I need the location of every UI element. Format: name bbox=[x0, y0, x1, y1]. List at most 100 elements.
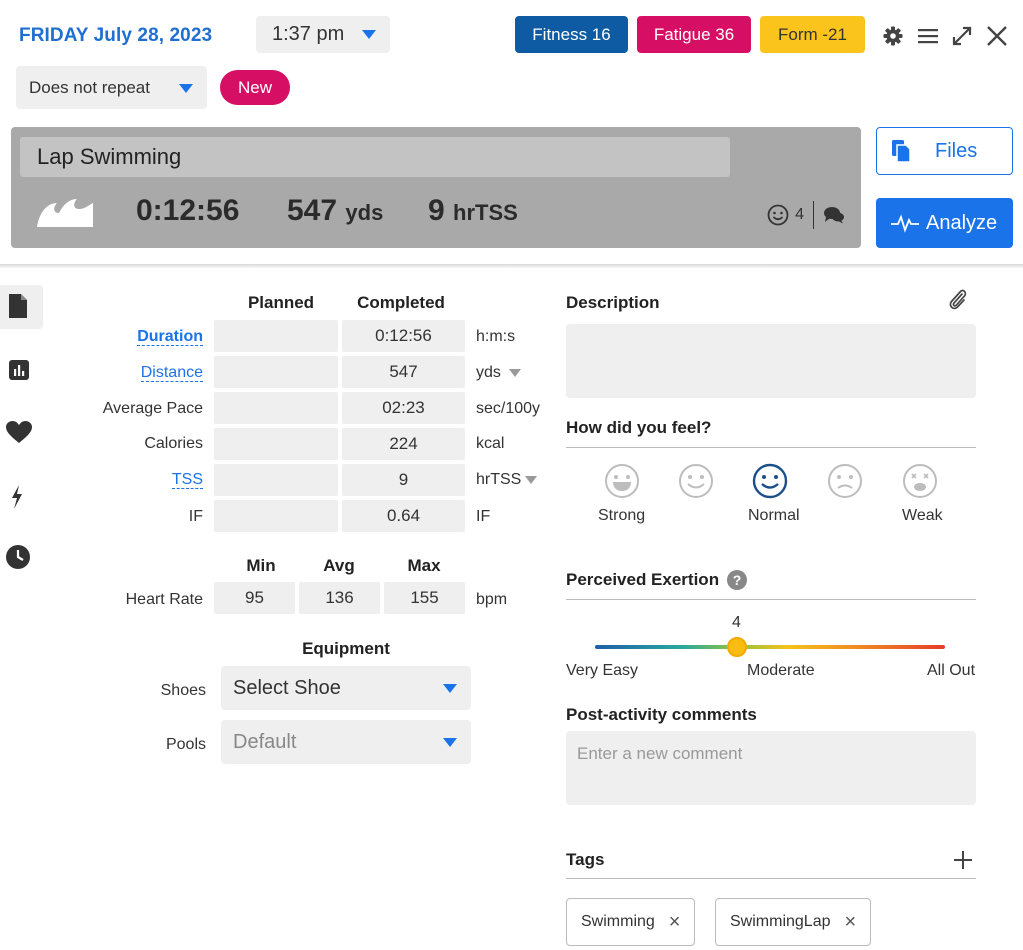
fitness-badge[interactable]: Fitness 16 bbox=[515, 16, 628, 53]
meta-divider bbox=[813, 201, 814, 229]
expand-icon[interactable] bbox=[951, 25, 973, 47]
exertion-slider-thumb[interactable] bbox=[727, 637, 747, 657]
tss-planned-input[interactable] bbox=[214, 464, 338, 496]
remove-tag-icon[interactable]: × bbox=[668, 910, 681, 933]
tags-divider bbox=[566, 878, 976, 879]
feel-title: How did you feel? bbox=[566, 418, 712, 437]
feel-label-normal: Normal bbox=[748, 507, 800, 524]
if-planned-input[interactable] bbox=[214, 500, 338, 532]
distance-completed-input[interactable]: 547 bbox=[342, 356, 465, 388]
add-tag-icon[interactable] bbox=[953, 850, 973, 870]
tag-label: SwimmingLap bbox=[730, 913, 831, 930]
calories-completed-input[interactable]: 224 bbox=[342, 428, 465, 460]
pools-label: Pools bbox=[165, 736, 206, 753]
section-divider bbox=[0, 264, 1023, 268]
tss-completed-input[interactable]: 9 bbox=[342, 464, 465, 496]
smiley-icon[interactable] bbox=[767, 204, 789, 226]
calories-planned-input[interactable] bbox=[214, 428, 338, 460]
if-label: IF bbox=[188, 508, 203, 525]
hr-max-input[interactable]: 155 bbox=[384, 582, 465, 614]
duration-completed-input[interactable]: 0:12:56 bbox=[342, 320, 465, 352]
caret-down-icon bbox=[508, 369, 521, 377]
tss-unit: hrTSS bbox=[453, 200, 518, 225]
comments-icon[interactable] bbox=[823, 206, 845, 224]
analyze-button[interactable]: Analyze bbox=[876, 198, 1013, 248]
workout-title-input[interactable]: Lap Swimming bbox=[20, 137, 730, 177]
very-happy-face-icon[interactable] bbox=[604, 463, 640, 499]
shoes-label: Shoes bbox=[160, 682, 206, 699]
hr-min-input[interactable]: 95 bbox=[214, 582, 295, 614]
form-badge[interactable]: Form -21 bbox=[760, 16, 865, 53]
duration-unit: h:m:s bbox=[476, 328, 516, 345]
repeat-value: Does not repeat bbox=[29, 77, 150, 97]
repeat-select[interactable]: Does not repeat bbox=[16, 66, 207, 109]
chevron-down-icon bbox=[443, 738, 457, 747]
distance-unit-select[interactable]: yds bbox=[476, 364, 521, 382]
exertion-slider-track[interactable] bbox=[595, 645, 945, 649]
close-icon[interactable] bbox=[985, 24, 1009, 48]
if-completed-input[interactable]: 0.64 bbox=[342, 500, 465, 532]
distance-label[interactable]: Distance bbox=[140, 364, 203, 382]
exhausted-face-icon[interactable] bbox=[902, 463, 938, 499]
tag-label: Swimming bbox=[581, 913, 655, 930]
pools-value: Default bbox=[233, 730, 297, 753]
feel-label-strong: Strong bbox=[598, 507, 646, 524]
files-icon bbox=[892, 140, 911, 163]
comment-input[interactable]: Enter a new comment bbox=[566, 731, 976, 805]
gear-icon[interactable] bbox=[883, 26, 903, 46]
files-button[interactable]: Files bbox=[876, 127, 1013, 175]
sad-face-icon[interactable] bbox=[827, 463, 863, 499]
distance-stat: 547 yds bbox=[287, 194, 383, 228]
avg-pace-completed-input[interactable]: 02:23 bbox=[342, 392, 465, 424]
exertion-title: Perceived Exertion ? bbox=[566, 570, 748, 590]
bolt-icon[interactable] bbox=[10, 484, 24, 510]
document-icon[interactable] bbox=[8, 293, 28, 319]
paperclip-icon[interactable] bbox=[946, 286, 968, 312]
shoes-value: Select Shoe bbox=[233, 676, 341, 699]
chevron-down-icon bbox=[179, 84, 193, 93]
time-select[interactable]: 1:37 pm bbox=[256, 16, 390, 53]
shoes-select[interactable]: Select Shoe bbox=[221, 666, 471, 710]
description-title: Description bbox=[566, 293, 660, 312]
hr-avg-input[interactable]: 136 bbox=[299, 582, 380, 614]
feel-count: 4 bbox=[795, 206, 804, 223]
files-label: Files bbox=[935, 139, 978, 162]
clock-icon[interactable] bbox=[5, 544, 31, 570]
fatigue-badge[interactable]: Fatigue 36 bbox=[637, 16, 751, 53]
help-icon[interactable]: ? bbox=[727, 570, 748, 590]
tss-unit-select[interactable]: hrTSS bbox=[476, 471, 538, 489]
time-value: 1:37 pm bbox=[272, 23, 345, 45]
menu-icon[interactable] bbox=[917, 27, 939, 45]
heart-rate-label: Heart Rate bbox=[125, 591, 203, 608]
comments-title: Post-activity comments bbox=[566, 705, 757, 724]
if-unit: IF bbox=[476, 508, 491, 525]
max-header: Max bbox=[407, 556, 441, 575]
description-textarea[interactable] bbox=[566, 324, 976, 398]
avg-pace-planned-input[interactable] bbox=[214, 392, 338, 424]
swim-wave-icon bbox=[37, 199, 93, 227]
feel-divider bbox=[566, 447, 976, 448]
pools-select[interactable]: Default bbox=[221, 720, 471, 764]
duration-label[interactable]: Duration bbox=[137, 328, 203, 346]
duration-stat: 0:12:56 bbox=[136, 194, 240, 227]
calories-unit: kcal bbox=[476, 435, 505, 452]
heart-icon[interactable] bbox=[5, 420, 33, 444]
activity-summary-card: Lap Swimming 0:12:56 547 yds 9 hrTSS 4 bbox=[11, 127, 861, 248]
avg-pace-label: Average Pace bbox=[102, 400, 203, 417]
tags-title: Tags bbox=[566, 850, 605, 869]
duration-planned-input[interactable] bbox=[214, 320, 338, 352]
remove-tag-icon[interactable]: × bbox=[844, 910, 857, 933]
tss-label[interactable]: TSS bbox=[171, 471, 203, 489]
new-button[interactable]: New bbox=[220, 70, 290, 105]
exertion-max-label: All Out bbox=[927, 662, 976, 679]
smile-face-icon-selected[interactable] bbox=[752, 463, 788, 499]
distance-unit: yds bbox=[345, 200, 384, 225]
avg-pace-unit: sec/100y bbox=[476, 400, 541, 417]
equipment-title: Equipment bbox=[302, 639, 390, 658]
chart-icon[interactable] bbox=[8, 359, 30, 381]
distance-planned-input[interactable] bbox=[214, 356, 338, 388]
avg-header: Avg bbox=[323, 556, 355, 575]
tss-value: 9 bbox=[428, 194, 445, 227]
happy-face-icon[interactable] bbox=[678, 463, 714, 499]
exertion-divider bbox=[566, 599, 976, 600]
